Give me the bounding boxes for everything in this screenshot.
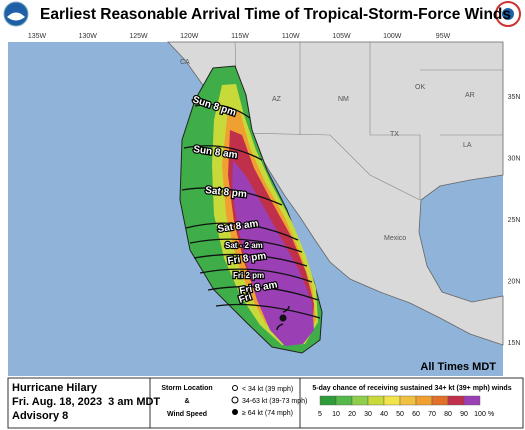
scale-swatch xyxy=(415,395,433,406)
scale-label: 90 xyxy=(460,411,468,418)
scale-label: 50 xyxy=(396,411,404,418)
scale-label: 100 xyxy=(474,411,486,418)
lat-label: 15N xyxy=(508,340,521,347)
scale-swatch xyxy=(335,395,353,406)
note: All Times MDT xyxy=(420,361,496,373)
scale-label: 40 xyxy=(380,411,388,418)
scale-swatch xyxy=(351,395,369,406)
lon-label: 130W xyxy=(79,33,98,40)
lon-label: 110W xyxy=(282,33,300,40)
scale-swatch xyxy=(367,395,385,406)
advisory: Advisory 8 xyxy=(12,410,68,422)
region-label: CA xyxy=(180,59,190,66)
lon-label: 95W xyxy=(436,33,451,40)
scale-swatch xyxy=(463,395,481,406)
legend-item: < 34 kt (39 mph) xyxy=(242,386,293,393)
region-label: NM xyxy=(338,96,349,103)
legend-symbol xyxy=(231,396,239,404)
time-lines xyxy=(181,103,321,319)
legend-line: & xyxy=(184,398,189,405)
lon-label: 135W xyxy=(28,33,47,40)
title: Earliest Reasonable Arrival Time of Trop… xyxy=(40,6,511,23)
scale-swatch xyxy=(319,395,337,406)
scale-label: 30 xyxy=(364,411,372,418)
legend-symbol xyxy=(232,385,238,391)
region-label: LA xyxy=(463,142,472,149)
scale-swatch xyxy=(399,395,417,406)
scale-title: 5-day chance of receiving sustained 34+ … xyxy=(312,385,511,392)
storm-center xyxy=(279,314,287,322)
legend-line: Wind Speed xyxy=(167,411,207,418)
lat-label: 35N xyxy=(508,94,521,101)
legend-item: 34-63 kt (39-73 mph) xyxy=(242,398,307,405)
lon-labels: 135W 130W 125W 120W 115W 110W 105W 100W 95W xyxy=(28,33,451,40)
lon-label: 100W xyxy=(383,33,402,40)
lat-labels: 35N 30N 25N 20N 15N xyxy=(508,94,521,347)
scale-swatch xyxy=(447,395,465,406)
storm-arms xyxy=(276,305,290,331)
region-label: AZ xyxy=(272,96,282,103)
cone-core xyxy=(232,160,314,346)
time-label: Sat - 2 am xyxy=(225,241,263,250)
time-label: Fri xyxy=(238,291,254,305)
scale-label: 5 xyxy=(318,411,322,418)
region-label: Mexico xyxy=(384,235,406,242)
probability-scale: 5 10 20 30 40 50 60 70 80 90 100% xyxy=(318,395,494,418)
legend-line: Storm Location xyxy=(161,385,212,392)
lat-label: 20N xyxy=(508,279,521,286)
storm-name: Hurricane Hilary xyxy=(12,382,98,394)
scale-swatch xyxy=(383,395,401,406)
time-label: Sat 8 pm xyxy=(205,185,248,200)
scale-unit: % xyxy=(488,411,494,418)
time-label: Fri 8 pm xyxy=(227,251,267,267)
noaa-logo-bird xyxy=(7,12,25,21)
lon-label: 115W xyxy=(231,33,249,40)
lat-label: 30N xyxy=(508,156,521,163)
lon-label: 105W xyxy=(332,33,351,40)
legend-item: ≥ 64 kt (74 mph) xyxy=(242,410,293,417)
scale-swatch xyxy=(431,395,449,406)
lon-label: 125W xyxy=(129,33,148,40)
lon-label: 120W xyxy=(180,33,199,40)
scale-label: 60 xyxy=(412,411,420,418)
lat-label: 25N xyxy=(508,217,521,224)
time-label: Fri 2 pm xyxy=(233,271,264,280)
legend-symbol xyxy=(232,409,238,415)
storm-symbol xyxy=(276,305,290,331)
scale-label: 70 xyxy=(428,411,436,418)
nws-logo-center xyxy=(502,8,514,20)
storm-date: Fri. Aug. 18, 2023 3 am MDT xyxy=(12,396,160,408)
region-label: OK xyxy=(415,84,425,91)
scale-label: 80 xyxy=(444,411,452,418)
scale-label: 20 xyxy=(348,411,356,418)
region-label: TX xyxy=(390,131,399,138)
region-label: AR xyxy=(465,92,475,99)
scale-label: 10 xyxy=(332,411,340,418)
